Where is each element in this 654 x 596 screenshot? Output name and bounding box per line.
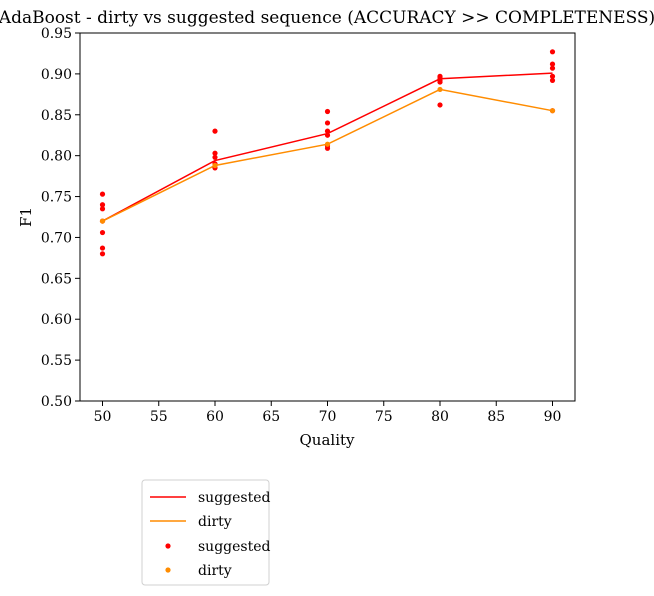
x-tick-label: 55: [150, 409, 168, 425]
x-tick-label: 65: [262, 409, 280, 425]
y-tick-label: 0.95: [41, 26, 72, 42]
data-point-suggested: [99, 191, 106, 197]
plot-area: 50 55 60 65 70 75 80 85 90 0.50 0.55 0.60 0.65 0.70 0.…: [41, 26, 576, 425]
data-point-suggested: [324, 145, 331, 151]
legend-marker-swatch: [165, 567, 171, 573]
data-point-dirty: [212, 162, 218, 169]
data-point-suggested: [324, 108, 331, 115]
data-point-suggested: [324, 120, 331, 126]
y-axis-label: F1: [17, 207, 35, 227]
x-tick-label: 60: [206, 409, 224, 425]
data-point-suggested: [549, 49, 556, 55]
x-axis-label: Quality: [300, 431, 356, 449]
data-point-suggested: [99, 245, 106, 251]
legend: suggested dirty suggested dirty: [141, 479, 271, 586]
y-tick-label: 0.70: [41, 230, 72, 246]
data-point-suggested: [549, 77, 556, 84]
x-tick-label: 85: [487, 409, 505, 425]
y-tick-label: 0.60: [41, 312, 72, 328]
x-tick-label: 75: [375, 409, 393, 425]
legend-box: [141, 479, 270, 586]
plot-frame: [79, 32, 576, 402]
y-tick-label: 0.55: [41, 353, 72, 369]
legend-label: suggested: [198, 539, 271, 555]
x-tick-label: 80: [431, 409, 449, 425]
data-point-suggested: [549, 61, 556, 67]
data-point-suggested: [99, 206, 106, 212]
data-point-suggested: [212, 150, 218, 156]
legend-label: dirty: [198, 514, 232, 530]
data-point-suggested: [549, 65, 556, 71]
data-point-suggested: [212, 154, 218, 160]
y-tick-label: 0.65: [41, 271, 72, 287]
legend-label: dirty: [198, 563, 232, 579]
y-tick-label: 0.50: [41, 394, 72, 410]
data-point-suggested: [99, 229, 106, 236]
data-point-dirty: [549, 108, 556, 114]
y-tick-label: 0.90: [41, 67, 72, 83]
x-tick-label: 50: [94, 409, 112, 425]
data-point-suggested: [99, 202, 106, 208]
y-tick-label: 0.80: [41, 149, 72, 165]
data-point-suggested: [437, 102, 443, 108]
data-point-dirty: [324, 141, 331, 147]
data-point-dirty: [99, 218, 106, 224]
data-point-dirty: [437, 86, 443, 93]
legend-label: suggested: [198, 490, 271, 506]
y-tick-label: 0.85: [41, 108, 72, 124]
chart-title: AdaBoost - dirty vs suggested sequence (…: [0, 8, 654, 28]
x-tick-label: 90: [544, 409, 562, 425]
data-point-suggested: [549, 73, 556, 79]
legend-marker-swatch: [165, 543, 171, 549]
data-point-suggested: [212, 128, 218, 134]
data-point-suggested: [437, 79, 443, 85]
y-tick-label: 0.75: [41, 190, 72, 206]
data-point-suggested: [99, 251, 106, 257]
data-point-suggested: [324, 128, 331, 134]
x-tick-label: 70: [319, 409, 337, 425]
data-point-suggested: [324, 132, 331, 138]
